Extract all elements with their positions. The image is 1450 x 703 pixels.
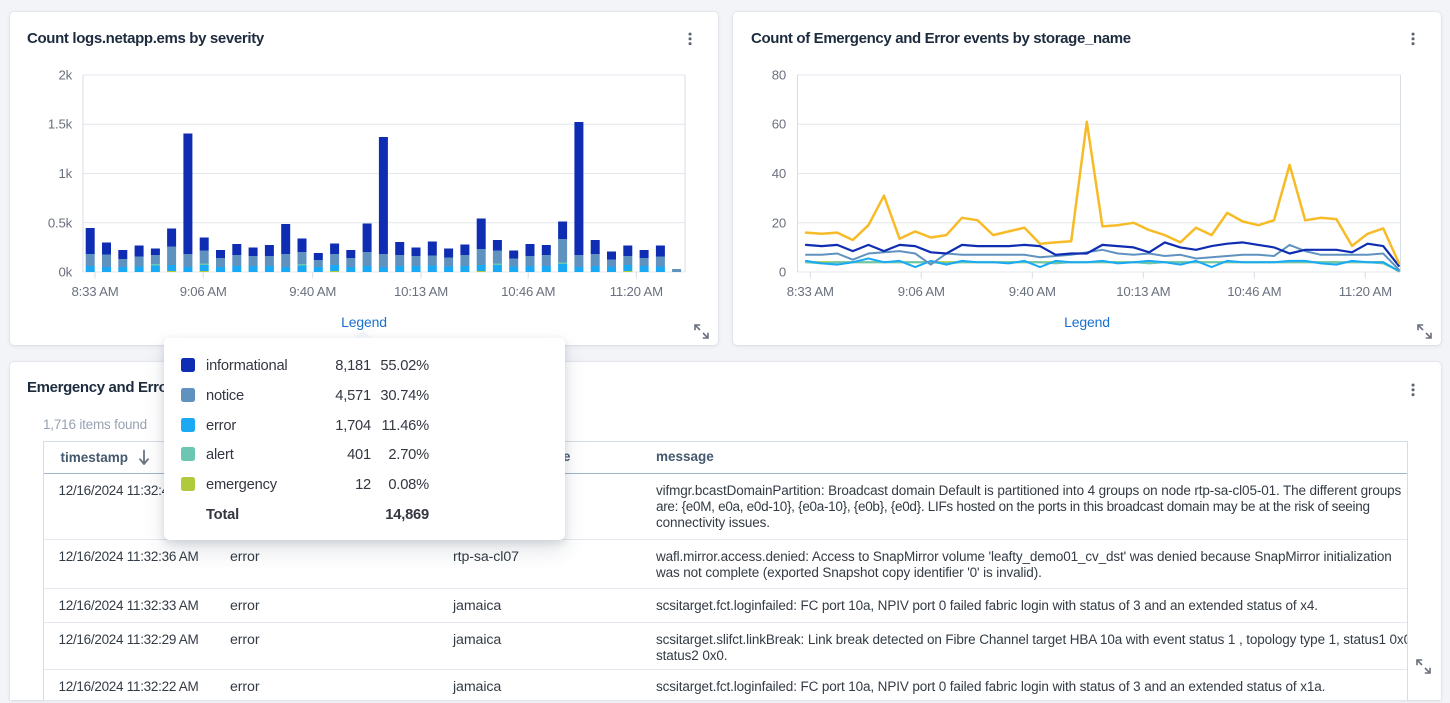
svg-text:11:20 AM: 11:20 AM (1339, 284, 1392, 299)
svg-text:60: 60 (772, 117, 786, 132)
svg-text:9:40 AM: 9:40 AM (289, 284, 336, 299)
svg-text:8:33 AM: 8:33 AM (787, 284, 834, 299)
svg-text:9:40 AM: 9:40 AM (1009, 284, 1056, 299)
svg-text:0.5k: 0.5k (48, 215, 73, 230)
svg-text:9:06 AM: 9:06 AM (180, 284, 227, 299)
svg-text:0: 0 (779, 265, 786, 280)
svg-text:10:46 AM: 10:46 AM (1227, 284, 1281, 299)
svg-text:10:13 AM: 10:13 AM (1116, 284, 1170, 299)
svg-text:9:06 AM: 9:06 AM (898, 284, 945, 299)
svg-text:1.5k: 1.5k (48, 117, 73, 132)
svg-text:20: 20 (772, 215, 786, 230)
svg-text:0k: 0k (58, 265, 72, 280)
svg-text:11:20 AM: 11:20 AM (610, 284, 663, 299)
svg-text:40: 40 (772, 166, 786, 181)
svg-text:80: 80 (772, 68, 786, 83)
svg-text:10:13 AM: 10:13 AM (394, 284, 448, 299)
svg-text:1k: 1k (58, 166, 72, 181)
svg-text:10:46 AM: 10:46 AM (501, 284, 555, 299)
svg-text:2k: 2k (58, 68, 72, 83)
svg-text:8:33 AM: 8:33 AM (72, 284, 119, 299)
